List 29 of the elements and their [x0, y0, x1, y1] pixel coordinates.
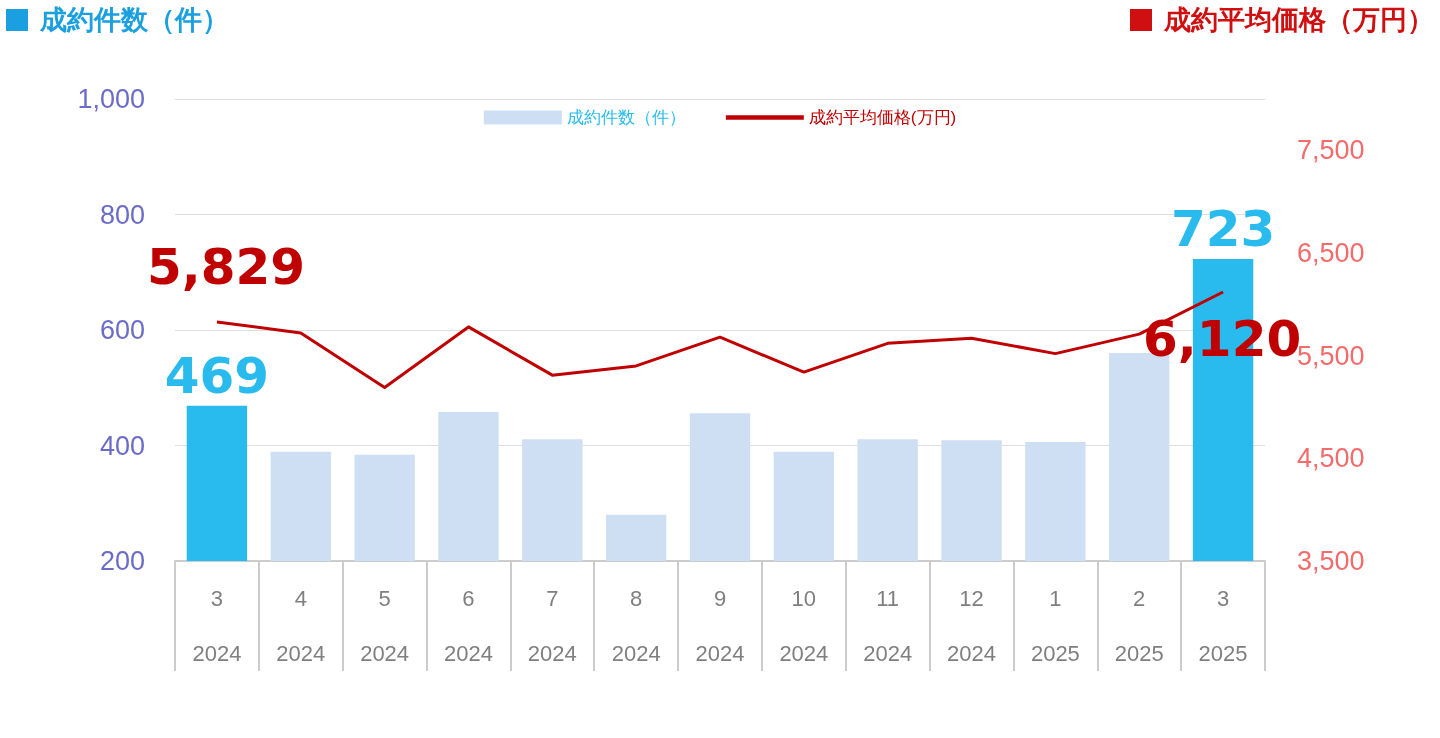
- category-label: 11 2024: [863, 586, 913, 666]
- category-label: 4 2024: [276, 586, 326, 666]
- category-label: 12 2024: [947, 586, 997, 666]
- category-label: 2 2025: [1114, 586, 1164, 666]
- category-label: 3 2024: [192, 586, 242, 666]
- category-label: 9 2024: [695, 586, 745, 666]
- y2-tick-label: 4,500: [1297, 443, 1365, 474]
- legend-label: 成約平均価格(万円): [808, 108, 957, 127]
- data-label: 5,829: [146, 237, 306, 296]
- y2-axis-title: 成約平均価格（万円）: [1164, 3, 1434, 37]
- y-tick-label: 600: [99, 315, 145, 345]
- category-label: 1 2025: [1030, 586, 1080, 666]
- data-label: 469: [164, 346, 270, 405]
- y2-tick-label: 6,500: [1297, 238, 1365, 268]
- category-label: 6 2024: [443, 586, 493, 666]
- y-axis-title: 成約件数（件）: [40, 3, 229, 37]
- data-label: 723: [1170, 199, 1276, 258]
- category-label: 8 2024: [611, 586, 661, 666]
- y-tick-label: 200: [99, 546, 145, 576]
- category-label: 7 2024: [527, 586, 577, 666]
- y2-tick-label: 3,500: [1297, 546, 1365, 576]
- y-tick-label: 400: [99, 430, 145, 461]
- category-label: 5 2024: [360, 586, 410, 666]
- category-label: 3 2025: [1198, 586, 1248, 666]
- y-tick-label: 800: [99, 199, 145, 230]
- y2-tick-label: 7,500: [1297, 135, 1365, 166]
- legend-label: 成約件数（件）: [566, 108, 686, 127]
- category-label: 10 2024: [779, 586, 829, 666]
- y-tick-label: 1,000: [77, 84, 145, 114]
